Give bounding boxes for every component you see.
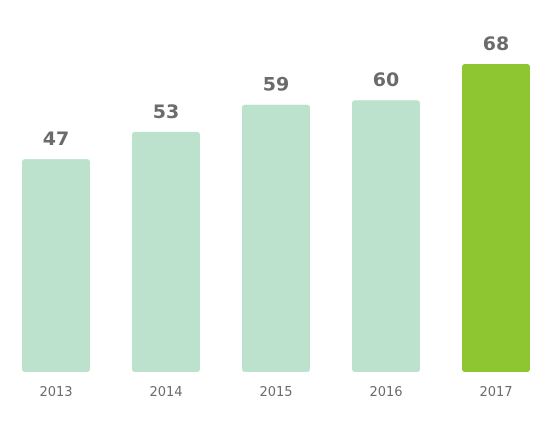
bar-2017	[462, 63, 530, 373]
x-tick-label-2016: 2016	[369, 385, 402, 400]
x-axis-tick-labels: 2013 2014 2015 2016 2017	[39, 385, 512, 400]
value-labels-group: 47 53 59 60 68	[43, 33, 509, 150]
value-label-2014: 53	[153, 101, 179, 123]
bar-2014	[132, 131, 200, 372]
x-tick-label-2014: 2014	[149, 385, 182, 400]
bar-2013	[22, 159, 90, 372]
value-label-2017: 68	[483, 33, 509, 55]
value-label-2015: 59	[263, 74, 289, 96]
bar-2016	[352, 100, 420, 372]
bar-2015	[242, 104, 310, 372]
value-label-2016: 60	[373, 69, 399, 91]
value-label-2013: 47	[43, 128, 69, 150]
x-tick-label-2013: 2013	[39, 385, 72, 400]
x-tick-label-2017: 2017	[479, 385, 512, 400]
x-tick-label-2015: 2015	[259, 385, 292, 400]
bars-group	[22, 63, 530, 373]
